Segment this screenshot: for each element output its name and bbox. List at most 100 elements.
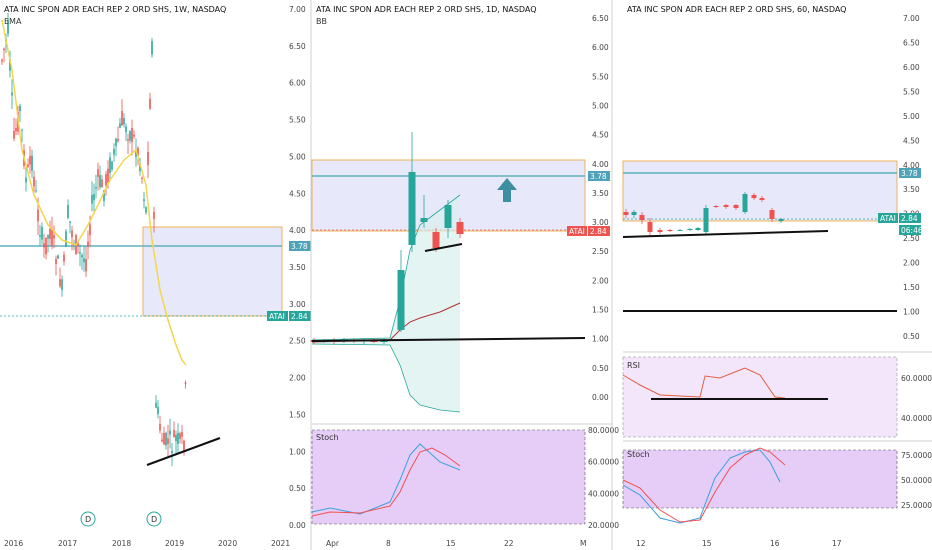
sub-indicator-label: Stoch xyxy=(316,433,339,442)
candle xyxy=(53,235,55,239)
y-tick-label: 6.00 xyxy=(903,63,920,72)
candle xyxy=(47,235,49,239)
candle xyxy=(87,241,89,247)
y-tick-label: 4.00 xyxy=(903,161,920,170)
weekly-y-axis: 7.00 6.50 6.00 5.50 5.00 4.50 4.00 3.50 3.00 2.50… xyxy=(289,5,306,530)
candle xyxy=(105,174,107,186)
price-box xyxy=(289,311,311,321)
y-tick-label: 7.00 xyxy=(289,5,306,14)
ticker-badge: ATAI xyxy=(269,312,285,321)
candle xyxy=(41,226,43,240)
candle xyxy=(177,432,179,444)
rsi-tick-label: 40.0000 xyxy=(901,414,932,423)
candle xyxy=(117,138,119,142)
short-trendline xyxy=(424,243,463,252)
y-tick-label: 6.50 xyxy=(289,42,306,51)
stoch-d xyxy=(311,447,461,517)
candle xyxy=(25,177,27,183)
candle xyxy=(71,230,73,238)
stoch-tick-label: 40.0000 xyxy=(588,489,619,498)
candle xyxy=(141,178,143,180)
candle xyxy=(183,440,185,451)
dividend-marker[interactable] xyxy=(146,511,162,527)
panel-title: ATA INC SPON ADR EACH REP 2 ORD SHS, 60,… xyxy=(627,5,846,14)
candle xyxy=(69,221,71,223)
weekly-x-axis: 2016 2017 2018 2019 2020 2021 xyxy=(4,539,290,548)
candle xyxy=(123,118,125,125)
candle xyxy=(778,219,784,221)
support-trendline xyxy=(146,437,221,466)
x-tick-label: 17 xyxy=(832,539,842,548)
candle xyxy=(27,164,29,167)
y-tick-label: 2.00 xyxy=(592,276,609,285)
level-box xyxy=(588,171,610,181)
x-tick-label: 12 xyxy=(636,539,646,548)
candle xyxy=(151,41,153,55)
daily-candles xyxy=(310,132,464,344)
candle xyxy=(703,208,709,232)
candle xyxy=(137,147,139,156)
price-box xyxy=(899,213,921,223)
countdown-label: 06:46 xyxy=(901,226,923,235)
candle xyxy=(153,211,155,219)
candle xyxy=(13,130,15,139)
daily-x-axis: Apr 8 15 22 M xyxy=(326,539,586,548)
stoch-d xyxy=(622,447,786,523)
hourly-x-axis: 12 15 16 17 xyxy=(636,539,842,548)
candle xyxy=(121,111,123,126)
y-tick-label: 5.00 xyxy=(903,112,920,121)
candle xyxy=(165,432,167,446)
candle xyxy=(408,172,416,245)
y-tick-label: 6.50 xyxy=(903,38,920,47)
candle xyxy=(89,224,91,236)
candle xyxy=(695,228,701,230)
candle xyxy=(85,259,87,272)
candle xyxy=(65,231,67,247)
candle xyxy=(623,212,629,215)
candle xyxy=(769,210,775,219)
candle xyxy=(115,138,117,146)
stoch-k xyxy=(622,449,781,524)
candle xyxy=(155,402,157,408)
stoch-label: Stoch xyxy=(627,450,650,459)
candle xyxy=(723,205,729,207)
candle xyxy=(667,230,673,231)
y-tick-label: 4.00 xyxy=(592,160,609,169)
y-tick-label: 0.00 xyxy=(289,521,306,530)
bb-lower xyxy=(311,343,461,413)
rsi-label: RSI xyxy=(627,361,640,370)
candle xyxy=(125,126,127,133)
dividend-marker[interactable] xyxy=(80,511,96,527)
y-tick-label: 0.50 xyxy=(289,484,306,493)
stoch-band xyxy=(622,449,898,509)
ticker-badge: ATAI xyxy=(569,227,585,236)
candle xyxy=(175,434,177,442)
y-tick-label: 3.50 xyxy=(903,185,920,194)
x-tick-label: 8 xyxy=(386,539,391,548)
candle xyxy=(3,48,5,51)
x-tick-label: 2021 xyxy=(271,539,290,548)
panel-hourly: 7.006.506.005.505.004.504.003.503.002.50… xyxy=(622,5,932,548)
x-tick-label: 22 xyxy=(504,539,514,548)
candle xyxy=(639,215,645,220)
stoch-tick-label: 25.0000 xyxy=(901,501,932,510)
candle xyxy=(657,230,663,232)
price-box xyxy=(588,226,610,236)
candle xyxy=(143,199,145,202)
candle xyxy=(11,92,13,96)
candle xyxy=(647,222,653,232)
ticker-badge: ATAI xyxy=(880,214,896,223)
candle xyxy=(181,431,183,437)
candle xyxy=(1,59,3,62)
x-tick-label: 2020 xyxy=(218,539,237,548)
candle xyxy=(147,152,149,166)
stoch-tick-label: 60.0000 xyxy=(588,458,619,467)
candle xyxy=(43,243,45,248)
candle xyxy=(59,279,61,287)
candle xyxy=(119,123,121,128)
level-label: 3.78 xyxy=(901,169,918,178)
bb-upper xyxy=(311,194,461,341)
daily-y-axis: 6.50 6.00 5.50 5.00 4.50 4.00 3.50 3.00 2.50 2.00… xyxy=(592,14,609,402)
level-label: 3.78 xyxy=(291,242,308,251)
dividend-marker-label: D xyxy=(85,515,91,524)
